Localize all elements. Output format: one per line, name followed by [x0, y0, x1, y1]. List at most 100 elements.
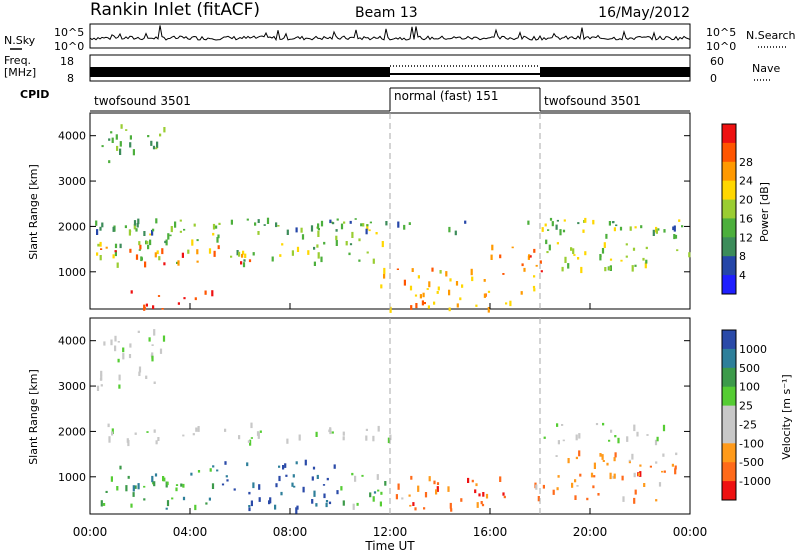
range-gate-cell: [177, 260, 180, 266]
range-gate-cell: [197, 470, 201, 473]
range-gate-cell: [369, 492, 372, 498]
range-gate-cell: [644, 262, 647, 269]
range-gate-cell: [454, 230, 457, 236]
range-gate-cell: [291, 250, 294, 256]
range-gate-cell: [579, 473, 582, 477]
range-gate-cell: [224, 428, 227, 432]
noise-sky-label: N.Sky: [4, 34, 36, 47]
range-gate-cell: [389, 306, 392, 313]
range-gate-cell: [258, 497, 261, 502]
range-gate-cell: [562, 229, 566, 233]
power-y-axis: 1000 2000 3000 4000: [58, 130, 690, 279]
colorbar-tick-label: 4: [739, 269, 746, 282]
range-gate-cell: [597, 493, 600, 496]
range-gate-cell: [480, 501, 483, 505]
range-gate-cell: [577, 222, 580, 225]
y-tick-label: 2000: [58, 425, 86, 438]
range-gate-cell: [133, 220, 137, 226]
range-gate-cell: [155, 218, 158, 224]
range-gate-cell: [421, 300, 424, 306]
range-gate-cell: [372, 496, 375, 502]
range-gate-cell: [248, 259, 252, 263]
range-gate-cell: [317, 228, 320, 231]
range-gate-cell: [100, 384, 103, 387]
range-gate-cell: [125, 129, 128, 131]
range-gate-cell: [296, 505, 299, 510]
colorbar-swatch: [722, 199, 736, 219]
range-gate-cell: [555, 224, 558, 230]
range-gate-cell: [311, 499, 314, 504]
range-gate-cell: [233, 488, 236, 491]
range-gate-cell: [117, 341, 120, 343]
colorbar-tick-label: 8: [739, 250, 746, 263]
range-gate-cell: [120, 124, 123, 129]
range-gate-cell: [544, 223, 547, 227]
range-gate-cell: [174, 221, 177, 228]
range-gate-cell: [95, 220, 98, 226]
range-gate-cell: [592, 219, 595, 225]
range-gate-cell: [423, 302, 426, 305]
range-gate-cell: [681, 225, 684, 228]
range-gate-cell: [643, 483, 646, 487]
range-gate-cell: [130, 290, 133, 294]
range-gate-cell: [162, 476, 165, 482]
range-gate-cell: [317, 230, 320, 237]
range-gate-cell: [548, 244, 551, 251]
range-gate-cell: [381, 241, 384, 248]
range-gate-cell: [639, 471, 642, 477]
range-gate-cell: [611, 221, 615, 224]
range-gate-cell: [135, 228, 138, 232]
range-gate-cell: [529, 255, 532, 258]
range-gate-cell: [343, 221, 346, 224]
range-gate-cell: [625, 255, 628, 258]
range-gate-cell: [151, 344, 154, 346]
range-gate-cell: [258, 484, 261, 490]
range-gate-cell: [159, 133, 162, 137]
range-gate-cell: [179, 219, 182, 222]
range-gate-cell: [103, 341, 106, 346]
x-tick-label: 12:00: [373, 525, 408, 539]
range-gate-cell: [574, 495, 577, 500]
range-gate-cell: [164, 240, 167, 244]
range-gate-cell: [277, 225, 280, 227]
range-gate-cell: [246, 462, 249, 467]
range-gate-cell: [419, 294, 422, 299]
range-gate-cell: [180, 483, 183, 487]
range-gate-cell: [487, 290, 491, 293]
range-gate-cell: [194, 297, 197, 301]
range-gate-cell: [150, 354, 153, 357]
range-gate-cell: [139, 244, 142, 250]
range-gate-cell: [134, 432, 137, 435]
range-gate-cell: [395, 494, 398, 500]
range-gate-cell: [166, 500, 170, 507]
range-gate-cell: [122, 353, 125, 360]
range-gate-cell: [119, 148, 122, 155]
range-gate-cell: [348, 252, 351, 256]
range-gate-cell: [605, 233, 608, 239]
range-gate-cell: [455, 281, 459, 286]
range-gate-cell: [110, 476, 113, 482]
range-gate-cell: [628, 461, 631, 464]
velocity-colorbar-label: Velocity [m s⁻¹]: [780, 374, 793, 459]
range-gate-cell: [634, 489, 637, 495]
range-gate-cell: [535, 484, 538, 490]
range-gate-cell: [483, 293, 486, 298]
range-gate-cell: [100, 500, 103, 507]
range-gate-cell: [383, 274, 386, 279]
range-gate-cell: [626, 436, 629, 442]
range-gate-cell: [293, 485, 296, 488]
range-gate-cell: [159, 348, 163, 354]
range-gate-cell: [163, 127, 166, 133]
range-gate-cell: [155, 440, 158, 445]
range-gate-cell: [345, 241, 348, 246]
range-gate-cell: [349, 243, 353, 246]
range-gate-cell: [561, 424, 564, 426]
range-gate-cell: [286, 438, 289, 444]
range-gate-cell: [154, 473, 158, 477]
range-gate-cell: [119, 465, 122, 470]
range-gate-cell: [475, 304, 478, 307]
range-gate-cell: [145, 303, 148, 307]
range-gate-cell: [196, 249, 199, 255]
range-gate-cell: [238, 251, 241, 257]
range-gate-cell: [336, 490, 339, 495]
